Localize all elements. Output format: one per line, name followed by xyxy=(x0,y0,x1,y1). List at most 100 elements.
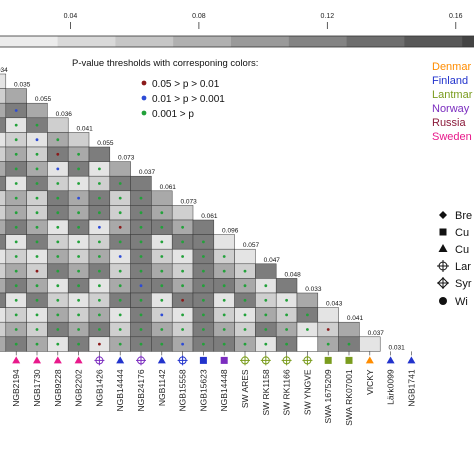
significance-dot xyxy=(139,298,143,302)
diagonal-label: 0.096 xyxy=(222,228,239,235)
heatmap-cell xyxy=(0,292,7,308)
significance-dot xyxy=(77,240,80,244)
significance-dot xyxy=(14,342,18,346)
significance-dot xyxy=(56,328,60,331)
shape-legend-label-4: Lar xyxy=(455,261,471,273)
column-marker xyxy=(33,356,41,364)
significance-dot xyxy=(98,196,101,200)
significance-dot xyxy=(160,255,164,258)
significance-dot xyxy=(160,269,164,273)
diagonal-label: 0.048 xyxy=(284,271,301,278)
significance-dot xyxy=(14,240,18,244)
heatmap-cell xyxy=(0,73,7,89)
significance-dot xyxy=(35,152,39,156)
significance-dot xyxy=(98,328,101,331)
diagonal-label: 0.036 xyxy=(56,111,73,118)
significance-dot xyxy=(118,240,122,244)
column-marker xyxy=(53,356,62,364)
significance-dot xyxy=(202,313,205,317)
column-marker xyxy=(94,355,105,366)
significance-dot xyxy=(35,211,39,215)
colorbar-tick-label: 0.16 xyxy=(449,13,463,20)
significance-dot xyxy=(139,313,143,317)
significance-dot xyxy=(285,298,288,302)
column-label: NGB14444 xyxy=(115,369,125,411)
diagonal-label: 0.041 xyxy=(76,125,93,132)
heatmap-cell xyxy=(213,234,235,250)
column-label: NGB9228 xyxy=(53,369,63,407)
heatmap-cell xyxy=(0,219,7,235)
significance-dot xyxy=(139,342,143,346)
significance-dot xyxy=(98,255,101,258)
significance-dot xyxy=(14,298,18,302)
column-marker xyxy=(116,356,125,364)
column-marker xyxy=(260,355,271,366)
significance-dot xyxy=(160,225,164,229)
significance-dot xyxy=(77,225,80,229)
significance-legend-title: P-value thresholds with corresponing col… xyxy=(72,58,258,69)
significance-dot xyxy=(14,269,18,273)
colorbar-segment xyxy=(288,36,348,47)
country-legend-denmark: Denmar xyxy=(432,61,471,73)
significance-dot xyxy=(56,211,60,215)
significance-dot xyxy=(56,342,60,346)
significance-dot xyxy=(98,240,101,244)
heatmap-cell xyxy=(151,190,173,206)
significance-dot xyxy=(160,342,164,346)
column-marker xyxy=(386,356,395,364)
diagonal-label: 0.033 xyxy=(305,286,322,293)
legend-dot-significance-3 xyxy=(141,110,147,116)
heatmap-cell xyxy=(88,146,111,162)
significance-dot xyxy=(56,284,60,288)
diagonal-label: 0.055 xyxy=(35,96,52,103)
significance-dot xyxy=(139,225,143,229)
significance-dot xyxy=(264,298,268,302)
diagonal-label: 0.037 xyxy=(368,330,385,337)
significance-dot xyxy=(77,298,80,302)
column-label: NGB15623 xyxy=(198,369,208,411)
significance-dot xyxy=(14,123,18,127)
country-legend-lantmannen: Lantmar xyxy=(432,89,473,101)
significance-dot xyxy=(306,328,309,331)
significance-dot xyxy=(202,240,205,244)
significance-dot xyxy=(14,313,18,317)
significance-dot xyxy=(98,284,101,288)
significance-dot xyxy=(118,328,122,331)
significance-dot xyxy=(56,313,60,317)
significance-dot xyxy=(222,269,226,273)
diagonal-label: 0.035 xyxy=(14,82,31,89)
heatmap-cell xyxy=(0,146,7,162)
significance-dot xyxy=(181,328,185,331)
heatmap-cell xyxy=(130,175,152,192)
shape-legend-label-2: Cu xyxy=(455,227,469,239)
significance-dot xyxy=(139,269,143,273)
significance-dot xyxy=(14,284,18,288)
column-label: Lärk0099 xyxy=(386,369,396,405)
significance-dot xyxy=(181,298,185,302)
significance-dot xyxy=(77,328,80,331)
significance-dot xyxy=(264,313,268,317)
significance-dot xyxy=(243,269,247,273)
diagonal-label: 0.055 xyxy=(97,140,114,147)
heatmap-cell xyxy=(0,321,7,338)
heatmap-cell xyxy=(234,248,256,265)
column-label: NGB15558 xyxy=(178,369,188,411)
heatmap-cell xyxy=(67,132,90,148)
legend-label-significance-1: 0.05 > p > 0.01 xyxy=(152,79,220,90)
colorbar-segment xyxy=(0,36,59,47)
significance-dot xyxy=(77,342,80,346)
significance-dot xyxy=(56,255,60,258)
colorbar-segment xyxy=(404,36,463,47)
colorbar: 0.000.040.080.120.16 xyxy=(0,13,474,48)
diagonal-label: .034 xyxy=(0,67,8,74)
significance-dot xyxy=(118,255,122,258)
column-marker xyxy=(407,356,416,364)
column-label: SW ARES xyxy=(240,369,250,408)
colorbar-tick-label: 0.08 xyxy=(192,13,206,20)
significance-dot xyxy=(222,313,226,317)
column-marker xyxy=(281,355,292,366)
column-label: SWA RK07001 xyxy=(344,369,354,426)
column-label: NGB2202 xyxy=(74,369,84,407)
column-label: SW RK1166 xyxy=(282,369,292,415)
